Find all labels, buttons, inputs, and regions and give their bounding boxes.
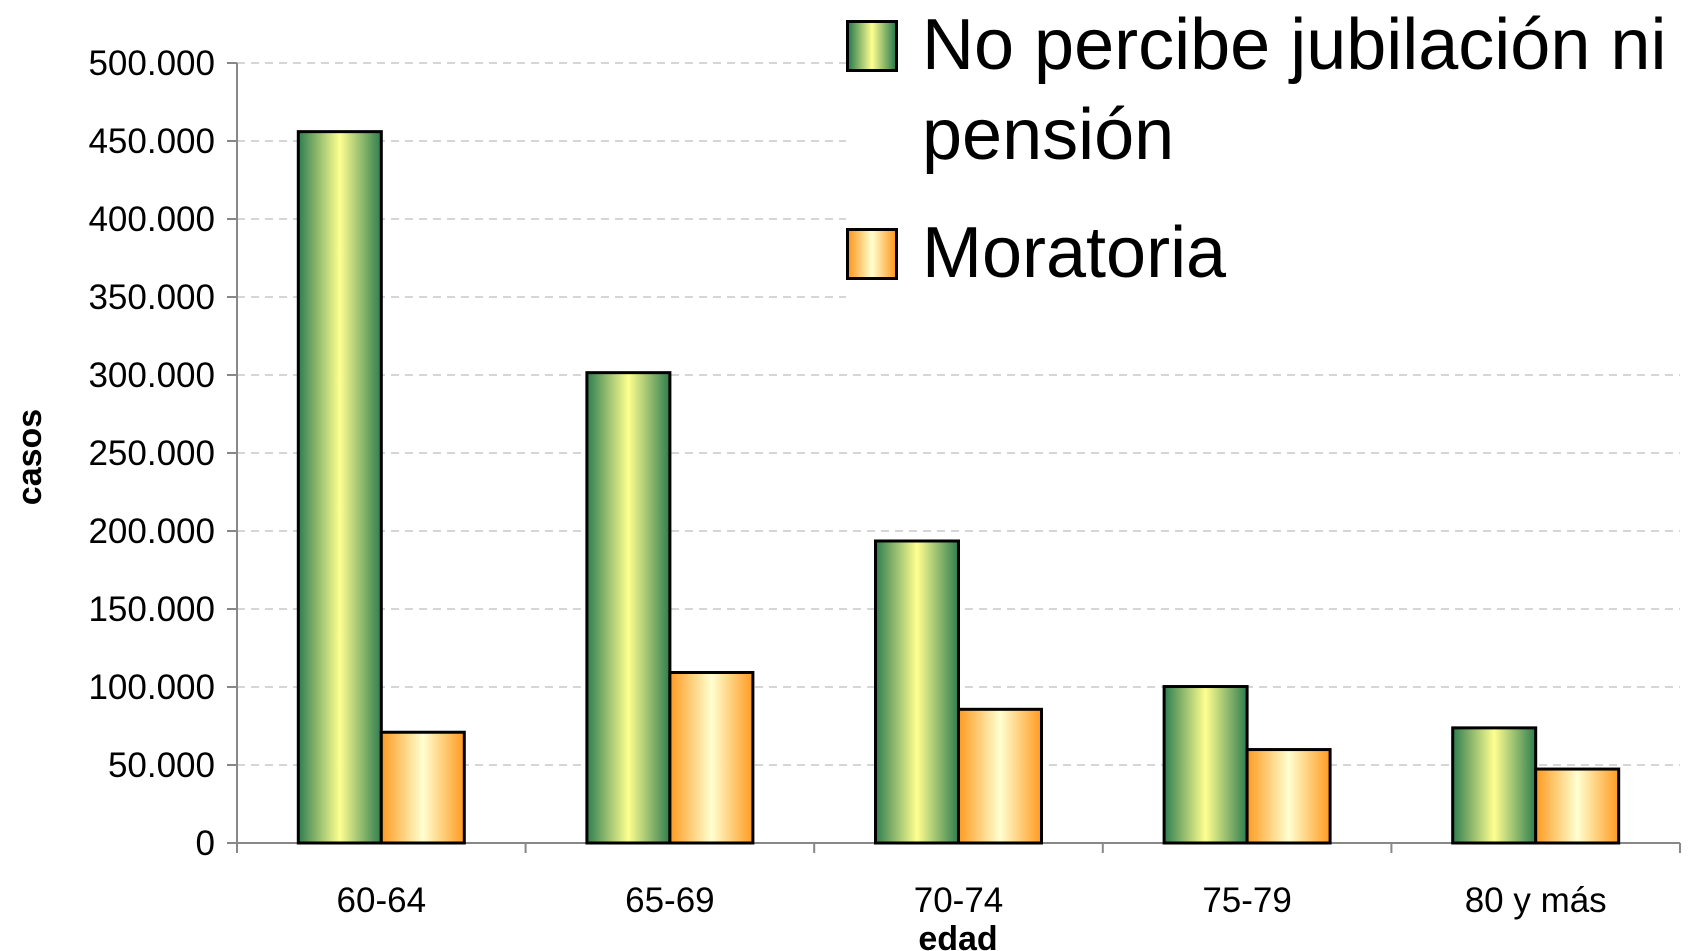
bar [668,670,755,845]
x-tick-label: 75-79 [1202,881,1292,920]
y-axis-title: casos [11,409,49,505]
y-tick-label: 50.000 [108,746,215,785]
bar [1534,767,1621,845]
y-tick-label: 100.000 [88,668,215,707]
y-tick-label: 500.000 [88,44,215,83]
legend-label: Moratoria [922,213,1227,293]
x-tick-label: 65-69 [625,881,715,920]
bar [1245,748,1332,845]
y-tick-label: 300.000 [88,356,215,395]
y-tick-label: 450.000 [88,122,215,161]
bar [585,371,672,845]
x-axis-title: edad [918,920,997,951]
legend-entry: No percibe jubilación ni pensión [846,0,1695,180]
legend-swatch [846,228,898,280]
y-tick-label: 150.000 [88,590,215,629]
x-tick-label: 80 y más [1465,881,1607,920]
bar [957,707,1043,845]
bar [1162,685,1249,845]
x-tick-label: 70-74 [914,881,1004,920]
legend-swatch [846,20,898,72]
y-tick-label: 0 [196,824,215,863]
bar [874,539,960,845]
y-tick-label: 250.000 [88,434,215,473]
bar [1451,726,1538,845]
legend-label: No percibe jubilación ni pensión [922,5,1667,175]
y-tick-label: 400.000 [88,200,215,239]
y-tick-label: 350.000 [88,278,215,317]
bar [379,730,466,845]
x-tick-label: 60-64 [337,881,427,920]
y-tick-label: 200.000 [88,512,215,551]
bar [296,130,383,845]
legend-entry: Moratoria [846,208,1695,298]
legend: No percibe jubilación ni pensión Moratori… [846,0,1695,326]
